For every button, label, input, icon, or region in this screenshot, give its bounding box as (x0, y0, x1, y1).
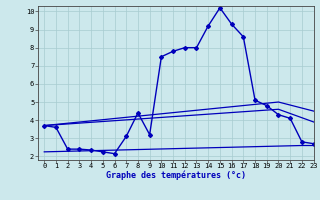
X-axis label: Graphe des températures (°c): Graphe des températures (°c) (106, 171, 246, 180)
